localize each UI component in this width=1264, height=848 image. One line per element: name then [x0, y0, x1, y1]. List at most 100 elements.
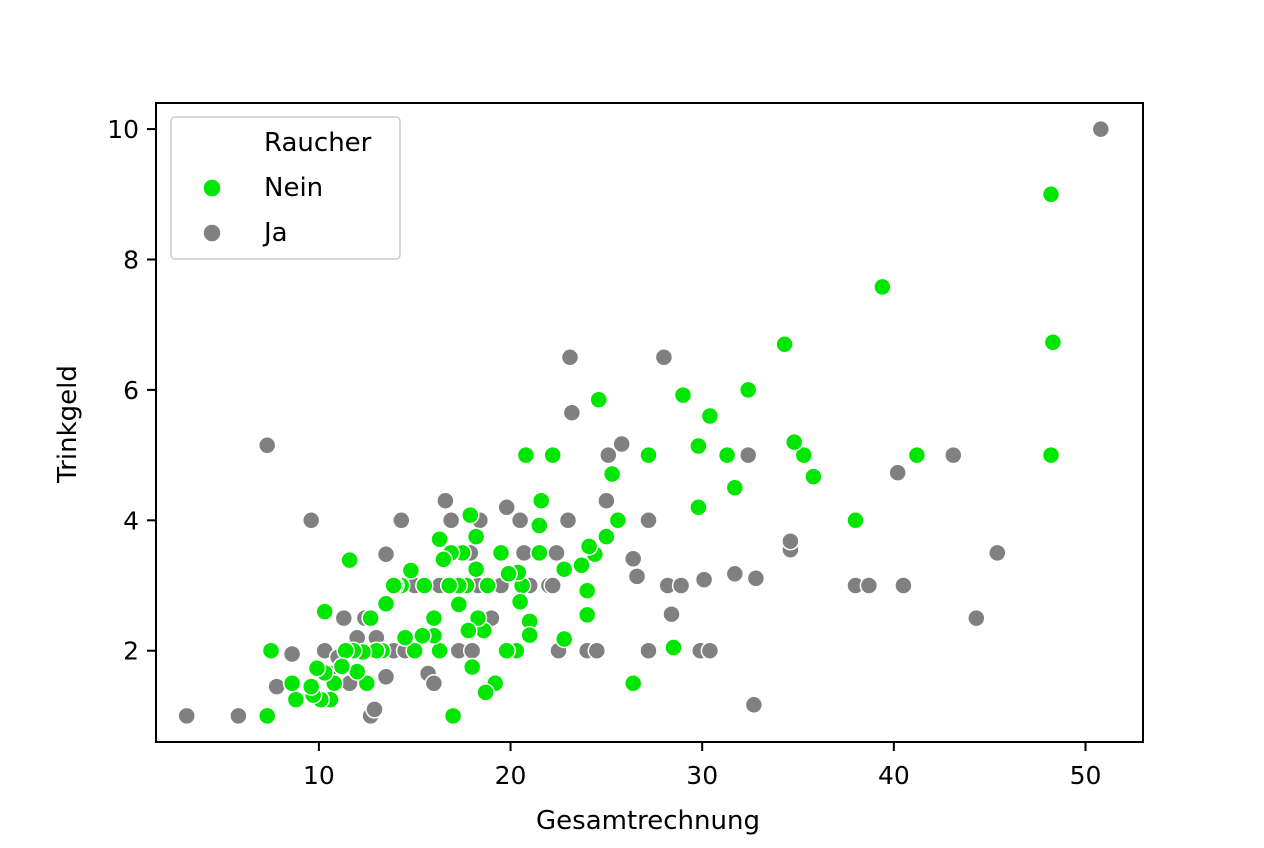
- data-point-nein: [459, 621, 478, 640]
- data-point-nein: [497, 641, 516, 660]
- data-point-nein: [554, 629, 574, 649]
- data-point-ja: [547, 543, 566, 563]
- data-point-ja: [257, 436, 277, 455]
- legend-title: Raucher: [264, 128, 372, 158]
- data-point-ja: [725, 564, 745, 584]
- data-point-ja: [597, 491, 616, 510]
- x-tick-label: 40: [878, 761, 910, 790]
- data-point-nein: [301, 677, 321, 696]
- data-point-nein: [577, 605, 597, 625]
- y-tick-label: 8: [123, 245, 139, 274]
- data-point-nein: [282, 674, 302, 693]
- data-point-nein: [623, 674, 643, 693]
- data-point-ja: [587, 641, 607, 660]
- data-point-ja: [662, 604, 681, 624]
- data-point-nein: [664, 638, 683, 657]
- data-point-nein: [530, 543, 549, 563]
- data-point-ja: [694, 570, 714, 589]
- x-tick-label: 50: [1070, 761, 1102, 790]
- data-point-nein: [577, 581, 597, 600]
- data-point-nein: [689, 436, 708, 456]
- data-point-nein: [794, 445, 814, 465]
- data-point-nein: [434, 550, 453, 569]
- data-point-ja: [510, 511, 530, 530]
- data-point-nein: [520, 625, 539, 645]
- data-point-nein: [673, 385, 693, 405]
- data-point-nein: [717, 445, 737, 465]
- data-point-nein: [466, 527, 486, 546]
- y-axis-label: Trinkgeld: [53, 365, 83, 484]
- data-point-nein: [572, 556, 591, 575]
- data-point-nein: [608, 511, 628, 530]
- data-point-nein: [804, 467, 823, 486]
- data-point-nein: [1043, 333, 1063, 352]
- data-point-ja: [267, 677, 286, 696]
- data-point-nein: [384, 576, 403, 595]
- legend-marker-nein: [202, 178, 222, 198]
- data-point-ja: [497, 498, 516, 517]
- y-tick-label: 4: [123, 506, 139, 535]
- y-tick-label: 6: [123, 376, 139, 405]
- data-point-nein: [738, 380, 758, 400]
- data-point-ja: [744, 695, 764, 715]
- x-axis-label: Gesamtrechnung: [536, 806, 760, 836]
- data-point-nein: [439, 576, 459, 595]
- data-point-nein: [461, 505, 480, 525]
- data-point-nein: [589, 390, 608, 409]
- data-point-nein: [510, 592, 530, 612]
- data-point-ja: [462, 641, 482, 660]
- data-point-ja: [543, 576, 562, 595]
- data-point-nein: [286, 690, 306, 709]
- data-point-ja: [392, 511, 411, 530]
- data-point-ja: [738, 445, 758, 465]
- data-point-ja: [376, 667, 396, 687]
- data-point-ja: [944, 445, 963, 465]
- x-axis-ticks: 10 20 30 40 50: [303, 742, 1101, 790]
- data-point-nein: [579, 537, 599, 556]
- data-point-ja: [746, 569, 766, 588]
- data-point-nein: [415, 576, 434, 595]
- data-point-ja: [514, 543, 534, 563]
- data-point-nein: [307, 659, 327, 678]
- data-point-nein: [530, 516, 549, 535]
- data-point-nein: [478, 576, 497, 595]
- data-point-ja: [441, 511, 461, 530]
- data-point-ja: [654, 348, 674, 367]
- data-point-nein: [424, 608, 444, 628]
- legend-marker-ja: [202, 223, 222, 243]
- data-point-nein: [340, 550, 359, 570]
- data-point-nein: [405, 641, 424, 660]
- data-point-ja: [177, 706, 196, 726]
- data-point-ja: [560, 348, 580, 367]
- data-point-nein: [430, 529, 449, 549]
- x-tick-label: 10: [303, 761, 335, 790]
- data-point-nein: [1041, 185, 1061, 204]
- data-point-nein: [491, 543, 511, 563]
- data-point-ja: [781, 531, 800, 551]
- data-point-nein: [602, 464, 622, 484]
- data-point-nein: [395, 628, 415, 647]
- y-axis-ticks: 2 4 6 8 10: [107, 115, 156, 666]
- legend-label-ja: Ja: [262, 218, 288, 248]
- data-point-ja: [424, 674, 444, 693]
- data-point-nein: [873, 277, 892, 297]
- data-point-ja: [627, 567, 647, 586]
- y-tick-label: 2: [123, 637, 139, 666]
- data-point-nein: [543, 445, 562, 465]
- data-point-ja: [1091, 119, 1111, 139]
- data-point-ja: [558, 511, 578, 530]
- legend-label-nein: Nein: [264, 173, 323, 203]
- data-point-ja: [623, 549, 643, 569]
- data-point-ja: [700, 641, 720, 660]
- data-point-nein: [401, 561, 421, 580]
- data-point-nein: [846, 511, 865, 530]
- data-point-ja: [639, 511, 658, 530]
- data-point-nein: [554, 559, 574, 579]
- x-tick-label: 20: [495, 761, 527, 790]
- data-point-ja: [436, 491, 455, 510]
- data-point-nein: [336, 641, 355, 660]
- data-point-ja: [988, 543, 1007, 563]
- data-point-nein: [462, 657, 482, 677]
- data-point-nein: [689, 498, 708, 517]
